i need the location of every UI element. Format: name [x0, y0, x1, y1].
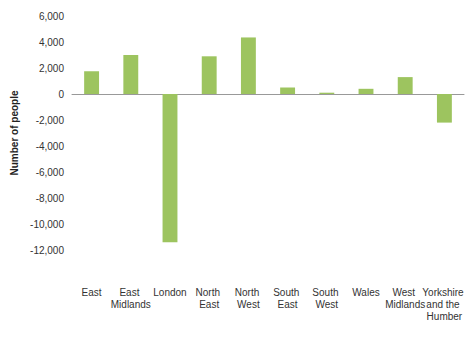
svg-text:and the: and the [426, 299, 462, 310]
svg-text:North: North [235, 287, 262, 298]
svg-text:Yorkshire: Yorkshire [422, 287, 466, 298]
svg-text:London: London [153, 287, 186, 298]
svg-text:Midlands: Midlands [385, 299, 425, 310]
svg-text:North: North [196, 287, 223, 298]
svg-text:-10,000: -10,000 [30, 219, 64, 230]
svg-text:Number of people: Number of people [9, 90, 20, 175]
svg-text:East: East [199, 299, 219, 310]
svg-text:Wales: Wales [352, 287, 379, 298]
svg-text:-12,000: -12,000 [30, 245, 64, 256]
svg-text:-4,000: -4,000 [36, 141, 65, 152]
svg-text:West: West [393, 287, 418, 298]
svg-text:West: West [315, 299, 338, 310]
svg-text:-6,000: -6,000 [36, 167, 65, 178]
svg-text:Humber: Humber [427, 311, 463, 322]
svg-text:4,000: 4,000 [39, 37, 64, 48]
svg-text:East: East [119, 287, 142, 298]
svg-text:-2,000: -2,000 [36, 115, 65, 126]
svg-text:-8,000: -8,000 [36, 193, 65, 204]
svg-text:South: South [312, 287, 341, 298]
svg-text:East: East [82, 287, 102, 298]
svg-text:South: South [273, 287, 302, 298]
svg-text:Midlands: Midlands [111, 299, 151, 310]
svg-text:2,000: 2,000 [39, 63, 64, 74]
svg-text:6,000: 6,000 [39, 11, 64, 22]
svg-text:0: 0 [58, 89, 64, 100]
svg-text:West: West [237, 299, 260, 310]
svg-text:East: East [278, 299, 298, 310]
